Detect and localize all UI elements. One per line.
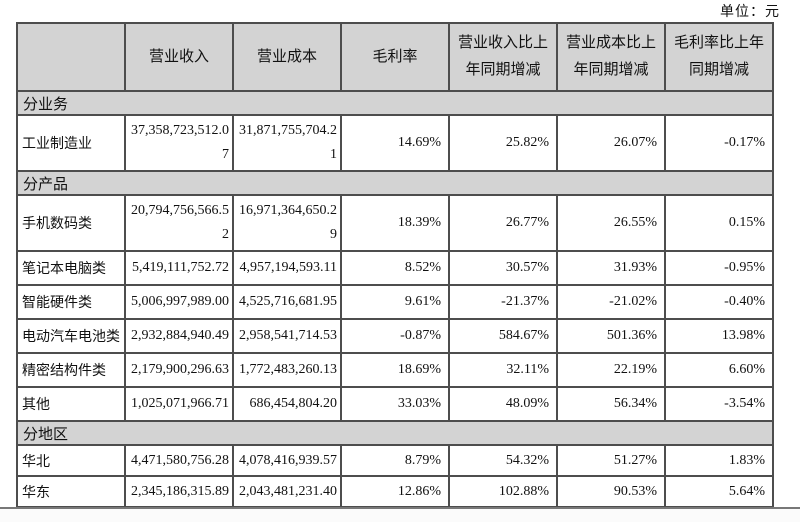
row-label: 精密结构件类	[16, 352, 126, 388]
section-header-label: 分地区	[16, 420, 774, 446]
table-row: 手机数码类 20,794,756,566.52 16,971,364,650.2…	[16, 194, 774, 252]
header-cell-cost-yoy: 营业成本比上年同期增减	[556, 22, 666, 92]
margin-yoy-cell: -0.17%	[664, 114, 774, 172]
cost-yoy-cell: 22.19%	[556, 352, 666, 388]
margin-cell: 33.03%	[340, 386, 450, 422]
header-cell-blank	[16, 22, 126, 92]
header-cell-revenue-yoy: 营业收入比上年同期增减	[448, 22, 558, 92]
margin-cell: 8.79%	[340, 444, 450, 477]
table-row: 华北 4,471,580,756.28 4,078,416,939.57 8.7…	[16, 444, 774, 477]
table-row: 华东 2,345,186,315.89 2,043,481,231.40 12.…	[16, 475, 774, 508]
row-label: 华东	[16, 475, 126, 508]
cost-cell: 4,078,416,939.57	[232, 444, 342, 477]
revenue-yoy-cell: 26.77%	[448, 194, 558, 252]
row-label: 华北	[16, 444, 126, 477]
cost-yoy-cell: 56.34%	[556, 386, 666, 422]
row-label: 工业制造业	[16, 114, 126, 172]
section-header-label: 分产品	[16, 170, 774, 196]
revenue-yoy-cell: 32.11%	[448, 352, 558, 388]
revenue-yoy-cell: -21.37%	[448, 284, 558, 320]
table-row: 笔记本电脑类 5,419,111,752.72 4,957,194,593.11…	[16, 250, 774, 286]
margin-yoy-cell: -0.40%	[664, 284, 774, 320]
cost-cell: 686,454,804.20	[232, 386, 342, 422]
revenue-yoy-cell: 30.57%	[448, 250, 558, 286]
header-cell-revenue: 营业收入	[124, 22, 234, 92]
cost-yoy-cell: 51.27%	[556, 444, 666, 477]
revenue-yoy-cell: 25.82%	[448, 114, 558, 172]
cost-yoy-cell: 501.36%	[556, 318, 666, 354]
table-row: 其他 1,025,071,966.71 686,454,804.20 33.03…	[16, 386, 774, 422]
margin-cell: 9.61%	[340, 284, 450, 320]
margin-yoy-cell: -3.54%	[664, 386, 774, 422]
row-label: 智能硬件类	[16, 284, 126, 320]
margin-cell: 18.39%	[340, 194, 450, 252]
cost-yoy-cell: 90.53%	[556, 475, 666, 508]
table-row: 工业制造业 37,358,723,512.07 31,871,755,704.2…	[16, 114, 774, 172]
header-cell-margin: 毛利率	[340, 22, 450, 92]
row-label: 电动汽车电池类	[16, 318, 126, 354]
margin-yoy-cell: 5.64%	[664, 475, 774, 508]
revenue-cell: 5,419,111,752.72	[124, 250, 234, 286]
financial-segments-table: 营业收入 营业成本 毛利率 营业收入比上年同期增减 营业成本比上年同期增减 毛利…	[16, 22, 774, 508]
row-label: 手机数码类	[16, 194, 126, 252]
revenue-cell: 20,794,756,566.52	[124, 194, 234, 252]
revenue-yoy-cell: 48.09%	[448, 386, 558, 422]
cost-cell: 4,525,716,681.95	[232, 284, 342, 320]
section-header-row-by-business: 分业务	[16, 90, 774, 116]
row-label: 其他	[16, 386, 126, 422]
row-label: 笔记本电脑类	[16, 250, 126, 286]
cost-yoy-cell: 26.07%	[556, 114, 666, 172]
section-header-row-by-region: 分地区	[16, 420, 774, 446]
revenue-cell: 2,932,884,940.49	[124, 318, 234, 354]
cost-yoy-cell: -21.02%	[556, 284, 666, 320]
header-cell-margin-yoy: 毛利率比上年同期增减	[664, 22, 774, 92]
margin-cell: 18.69%	[340, 352, 450, 388]
cost-yoy-cell: 26.55%	[556, 194, 666, 252]
margin-cell: 14.69%	[340, 114, 450, 172]
margin-yoy-cell: 6.60%	[664, 352, 774, 388]
margin-cell: -0.87%	[340, 318, 450, 354]
margin-yoy-cell: 1.83%	[664, 444, 774, 477]
margin-cell: 8.52%	[340, 250, 450, 286]
margin-yoy-cell: 13.98%	[664, 318, 774, 354]
next-row-cutoff-strip	[0, 507, 800, 522]
cost-yoy-cell: 31.93%	[556, 250, 666, 286]
table-row: 精密结构件类 2,179,900,296.63 1,772,483,260.13…	[16, 352, 774, 388]
revenue-cell: 37,358,723,512.07	[124, 114, 234, 172]
cost-cell: 16,971,364,650.29	[232, 194, 342, 252]
cost-cell: 2,043,481,231.40	[232, 475, 342, 508]
section-header-label: 分业务	[16, 90, 774, 116]
revenue-yoy-cell: 584.67%	[448, 318, 558, 354]
cost-cell: 1,772,483,260.13	[232, 352, 342, 388]
margin-yoy-cell: 0.15%	[664, 194, 774, 252]
cost-cell: 4,957,194,593.11	[232, 250, 342, 286]
revenue-cell: 2,179,900,296.63	[124, 352, 234, 388]
revenue-cell: 5,006,997,989.00	[124, 284, 234, 320]
margin-yoy-cell: -0.95%	[664, 250, 774, 286]
revenue-cell: 4,471,580,756.28	[124, 444, 234, 477]
table-header-row: 营业收入 营业成本 毛利率 营业收入比上年同期增减 营业成本比上年同期增减 毛利…	[16, 22, 774, 92]
table-row: 智能硬件类 5,006,997,989.00 4,525,716,681.95 …	[16, 284, 774, 320]
revenue-yoy-cell: 102.88%	[448, 475, 558, 508]
table-row: 电动汽车电池类 2,932,884,940.49 2,958,541,714.5…	[16, 318, 774, 354]
section-header-row-by-product: 分产品	[16, 170, 774, 196]
revenue-cell: 1,025,071,966.71	[124, 386, 234, 422]
cost-cell: 2,958,541,714.53	[232, 318, 342, 354]
revenue-cell: 2,345,186,315.89	[124, 475, 234, 508]
margin-cell: 12.86%	[340, 475, 450, 508]
header-cell-cost: 营业成本	[232, 22, 342, 92]
revenue-yoy-cell: 54.32%	[448, 444, 558, 477]
unit-label: 单位：元	[720, 5, 780, 20]
cost-cell: 31,871,755,704.21	[232, 114, 342, 172]
